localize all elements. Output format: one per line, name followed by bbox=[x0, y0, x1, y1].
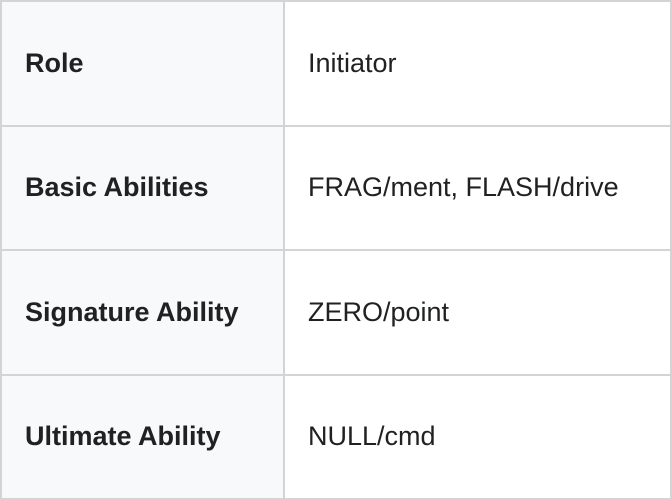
row-value: NULL/cmd bbox=[283, 373, 672, 500]
row-label: Signature Ability bbox=[0, 249, 285, 376]
row-value: FRAG/ment, FLASH/drive bbox=[283, 124, 672, 251]
row-value: Initiator bbox=[283, 0, 672, 127]
table-row: Ultimate Ability NULL/cmd bbox=[0, 373, 672, 500]
row-value: ZERO/point bbox=[283, 249, 672, 376]
row-label: Basic Abilities bbox=[0, 124, 285, 251]
row-label: Role bbox=[0, 0, 285, 127]
table-row: Role Initiator bbox=[0, 0, 672, 127]
table-row: Signature Ability ZERO/point bbox=[0, 249, 672, 376]
row-label: Ultimate Ability bbox=[0, 373, 285, 500]
table-row: Basic Abilities FRAG/ment, FLASH/drive bbox=[0, 124, 672, 251]
